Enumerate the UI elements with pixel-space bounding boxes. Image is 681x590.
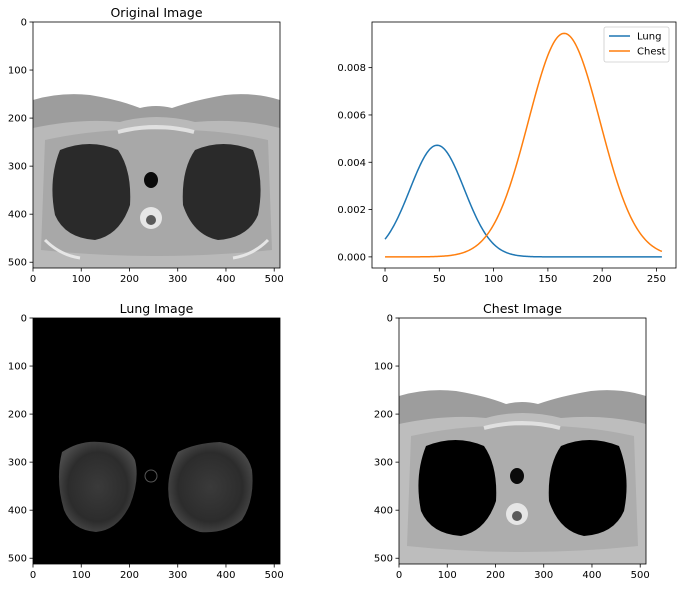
y-tick-label: 0.002 [337,205,366,216]
y-tick-label: 0 [387,314,393,325]
y-tick-label: 200 [374,410,393,421]
y-tick-label: 0.008 [337,63,366,74]
y-tick-label: 300 [8,458,27,469]
lung-image [33,318,280,564]
panel-lung: Lung Image 0 100 200 300 400 5000100200300400… [8,301,284,581]
x-tick-label: 300 [534,570,553,581]
y-tick-label: 100 [374,362,393,373]
legend-label-chest: Chest [637,47,666,58]
series-line-chest [385,32,663,258]
x-tick-label: 200 [593,274,612,285]
y-tick-label: 0 [21,18,27,29]
y-tick-label: 0.004 [337,158,366,169]
x-tick-label: 0 [382,274,388,285]
y-tick-label: 400 [374,506,393,517]
x-tick-label: 200 [120,274,139,285]
original-title: Original Image [110,5,202,20]
x-tick-label: 50 [433,274,446,285]
y-tick-label: 200 [8,410,27,421]
x-tick-label: 300 [168,274,187,285]
histogram-frame [371,21,677,269]
y-tick-label: 400 [8,506,27,517]
x-tick-label: 100 [484,274,503,285]
y-tick-label: 500 [374,554,393,565]
chest-image [399,318,646,564]
y-tick-label: 300 [8,162,27,173]
y-tick-label: 0 [21,314,27,325]
x-tick-label: 500 [265,274,284,285]
x-tick-label: 0 [30,274,36,285]
y-tick-label: 0.000 [337,252,366,263]
legend-label-lung: Lung [637,32,661,43]
x-tick-label: 0 [396,570,402,581]
y-tick-label: 200 [8,114,27,125]
y-tick-label: 500 [8,554,27,565]
chest-title: Chest Image [483,301,562,316]
lung-title: Lung Image [120,301,194,316]
y-tick-label: 100 [8,66,27,77]
x-tick-label: 400 [582,570,601,581]
y-tick-label: 500 [8,258,27,269]
y-tick-label: 300 [374,458,393,469]
x-tick-label: 100 [72,570,91,581]
x-tick-label: 500 [265,570,284,581]
x-tick-label: 300 [168,570,187,581]
original-image [33,22,280,268]
panel-chest: Chest Image 0 100 200 300 400 500010020030040… [374,301,650,581]
panel-original: Original Image 0 100 200 300 400 500010020030… [8,5,284,285]
x-tick-label: 200 [120,570,139,581]
legend: Lung Chest [603,26,670,63]
panel-histogram: 0 50 100 150 200 250 0.000 0.002 0.004 0.006 0.008… [337,21,677,285]
y-tick-label: 0.006 [337,110,366,121]
x-tick-label: 250 [647,274,666,285]
histogram-axes: 0 50 100 150 200 250 0.000 0.002 0.004 0.006 0.008 [337,63,666,285]
x-tick-label: 0 [30,570,36,581]
y-tick-label: 100 [8,362,27,373]
x-tick-label: 500 [631,570,650,581]
x-tick-label: 100 [72,274,91,285]
x-tick-label: 200 [486,570,505,581]
y-tick-label: 400 [8,210,27,221]
x-tick-label: 150 [538,274,557,285]
x-tick-label: 400 [216,274,235,285]
series-line-lung [384,144,662,258]
x-tick-label: 100 [438,570,457,581]
x-tick-label: 400 [216,570,235,581]
